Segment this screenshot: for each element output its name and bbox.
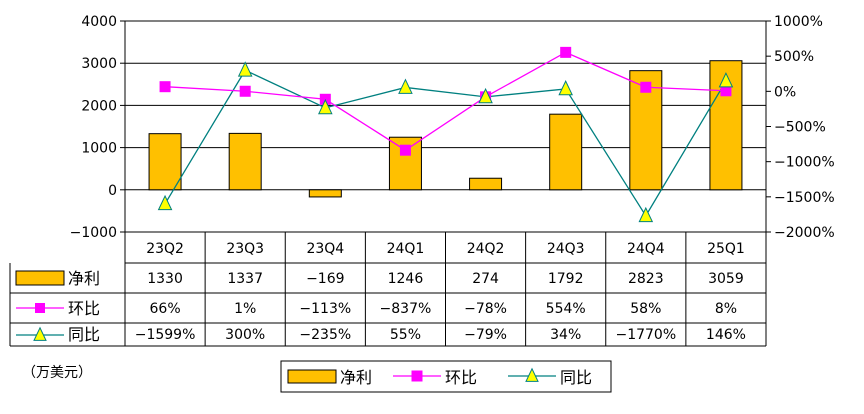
data-label: −837% <box>380 301 432 317</box>
data-label: 66% <box>150 301 181 317</box>
row-label: 净利 <box>68 269 100 288</box>
bar <box>148 133 182 191</box>
data-label: 1792 <box>548 271 584 287</box>
right-tick-label: 0% <box>774 84 796 100</box>
data-label: −78% <box>464 301 507 317</box>
category-label: 23Q4 <box>306 241 344 257</box>
bar <box>549 113 583 191</box>
right-tick-label: −1000% <box>774 155 835 171</box>
data-label: 1330 <box>147 271 183 287</box>
bar <box>308 189 342 198</box>
left-tick-label: 3000 <box>81 56 117 72</box>
gridlines <box>125 20 766 233</box>
bar <box>629 70 663 191</box>
data-label: −235% <box>299 327 351 343</box>
legend-label: 净利 <box>340 368 372 387</box>
right-tick-label: −500% <box>774 120 826 136</box>
yoy-point <box>718 72 734 88</box>
data-label: 1337 <box>227 271 263 287</box>
line-series <box>157 46 734 223</box>
mom-point <box>560 46 572 58</box>
bar <box>469 177 503 191</box>
unit-label: （万美元） <box>22 365 92 381</box>
mom-point <box>640 81 652 93</box>
left-tick-label: 2000 <box>81 98 117 114</box>
data-label: 274 <box>472 271 499 287</box>
data-label: 34% <box>550 327 581 343</box>
yoy-point <box>638 206 654 223</box>
left-tick-label: 0 <box>108 183 117 199</box>
yoy-point <box>318 98 333 115</box>
data-label: −169 <box>306 271 344 287</box>
category-label: 23Q3 <box>226 241 264 257</box>
category-label: 24Q4 <box>627 241 665 257</box>
legend-label: 环比 <box>445 368 477 387</box>
data-label: −1770% <box>615 327 676 343</box>
bar <box>228 132 262 191</box>
right-tick-label: −1500% <box>774 190 835 206</box>
data-table: 23Q2 23Q3 23Q4 24Q1 24Q2 24Q3 24Q4 25Q1 1330 1337… <box>9 232 767 347</box>
row-key-marker <box>33 326 47 341</box>
legend-key-marker <box>411 370 423 382</box>
left-tick-label: 1000 <box>81 141 117 157</box>
mom-point <box>239 85 251 97</box>
row-key-bar <box>15 270 65 286</box>
mom-series-line <box>165 51 726 151</box>
data-label: 58% <box>630 301 661 317</box>
legend-label: 同比 <box>560 368 592 387</box>
yoy-series-line <box>164 69 727 218</box>
mom-point <box>159 81 171 93</box>
right-tick-label: −2000% <box>774 225 835 241</box>
left-tick-label: −1000 <box>70 225 117 241</box>
yoy-point <box>157 194 173 211</box>
data-label: −79% <box>464 327 507 343</box>
row-label: 环比 <box>68 299 100 318</box>
category-label: 23Q2 <box>146 241 184 257</box>
legend: 净利 环比 同比 <box>280 360 612 393</box>
data-label: 554% <box>546 301 586 317</box>
data-label: −1599% <box>135 327 196 343</box>
left-tick-label: 4000 <box>81 14 117 30</box>
data-label: 300% <box>225 327 265 343</box>
legend-key-bar <box>287 369 337 384</box>
category-label: 24Q1 <box>387 241 425 257</box>
category-label: 24Q2 <box>467 241 505 257</box>
axes: 4000 3000 2000 1000 0 −1000 1000% 500% 0% −500% −1… <box>70 14 835 241</box>
data-label: −113% <box>299 301 351 317</box>
data-label: 146% <box>706 327 746 343</box>
category-label: 25Q1 <box>707 241 745 257</box>
data-label: 55% <box>390 327 421 343</box>
right-tick-label: 1000% <box>774 14 823 30</box>
data-label: 3059 <box>708 271 744 287</box>
row-key-marker <box>35 303 45 313</box>
category-label: 24Q3 <box>547 241 585 257</box>
yoy-point <box>558 79 573 96</box>
data-label: 8% <box>715 301 737 317</box>
data-label: 1246 <box>388 271 424 287</box>
data-label: 2823 <box>628 271 664 287</box>
yoy-point <box>398 78 413 94</box>
legend-key-marker <box>525 367 539 382</box>
yoy-point <box>237 61 253 77</box>
mom-point <box>399 144 411 156</box>
yoy-point <box>478 87 493 104</box>
mom-point <box>720 85 732 97</box>
data-label: 1% <box>234 301 256 317</box>
right-tick-label: 500% <box>774 49 814 65</box>
row-label: 同比 <box>68 325 100 344</box>
